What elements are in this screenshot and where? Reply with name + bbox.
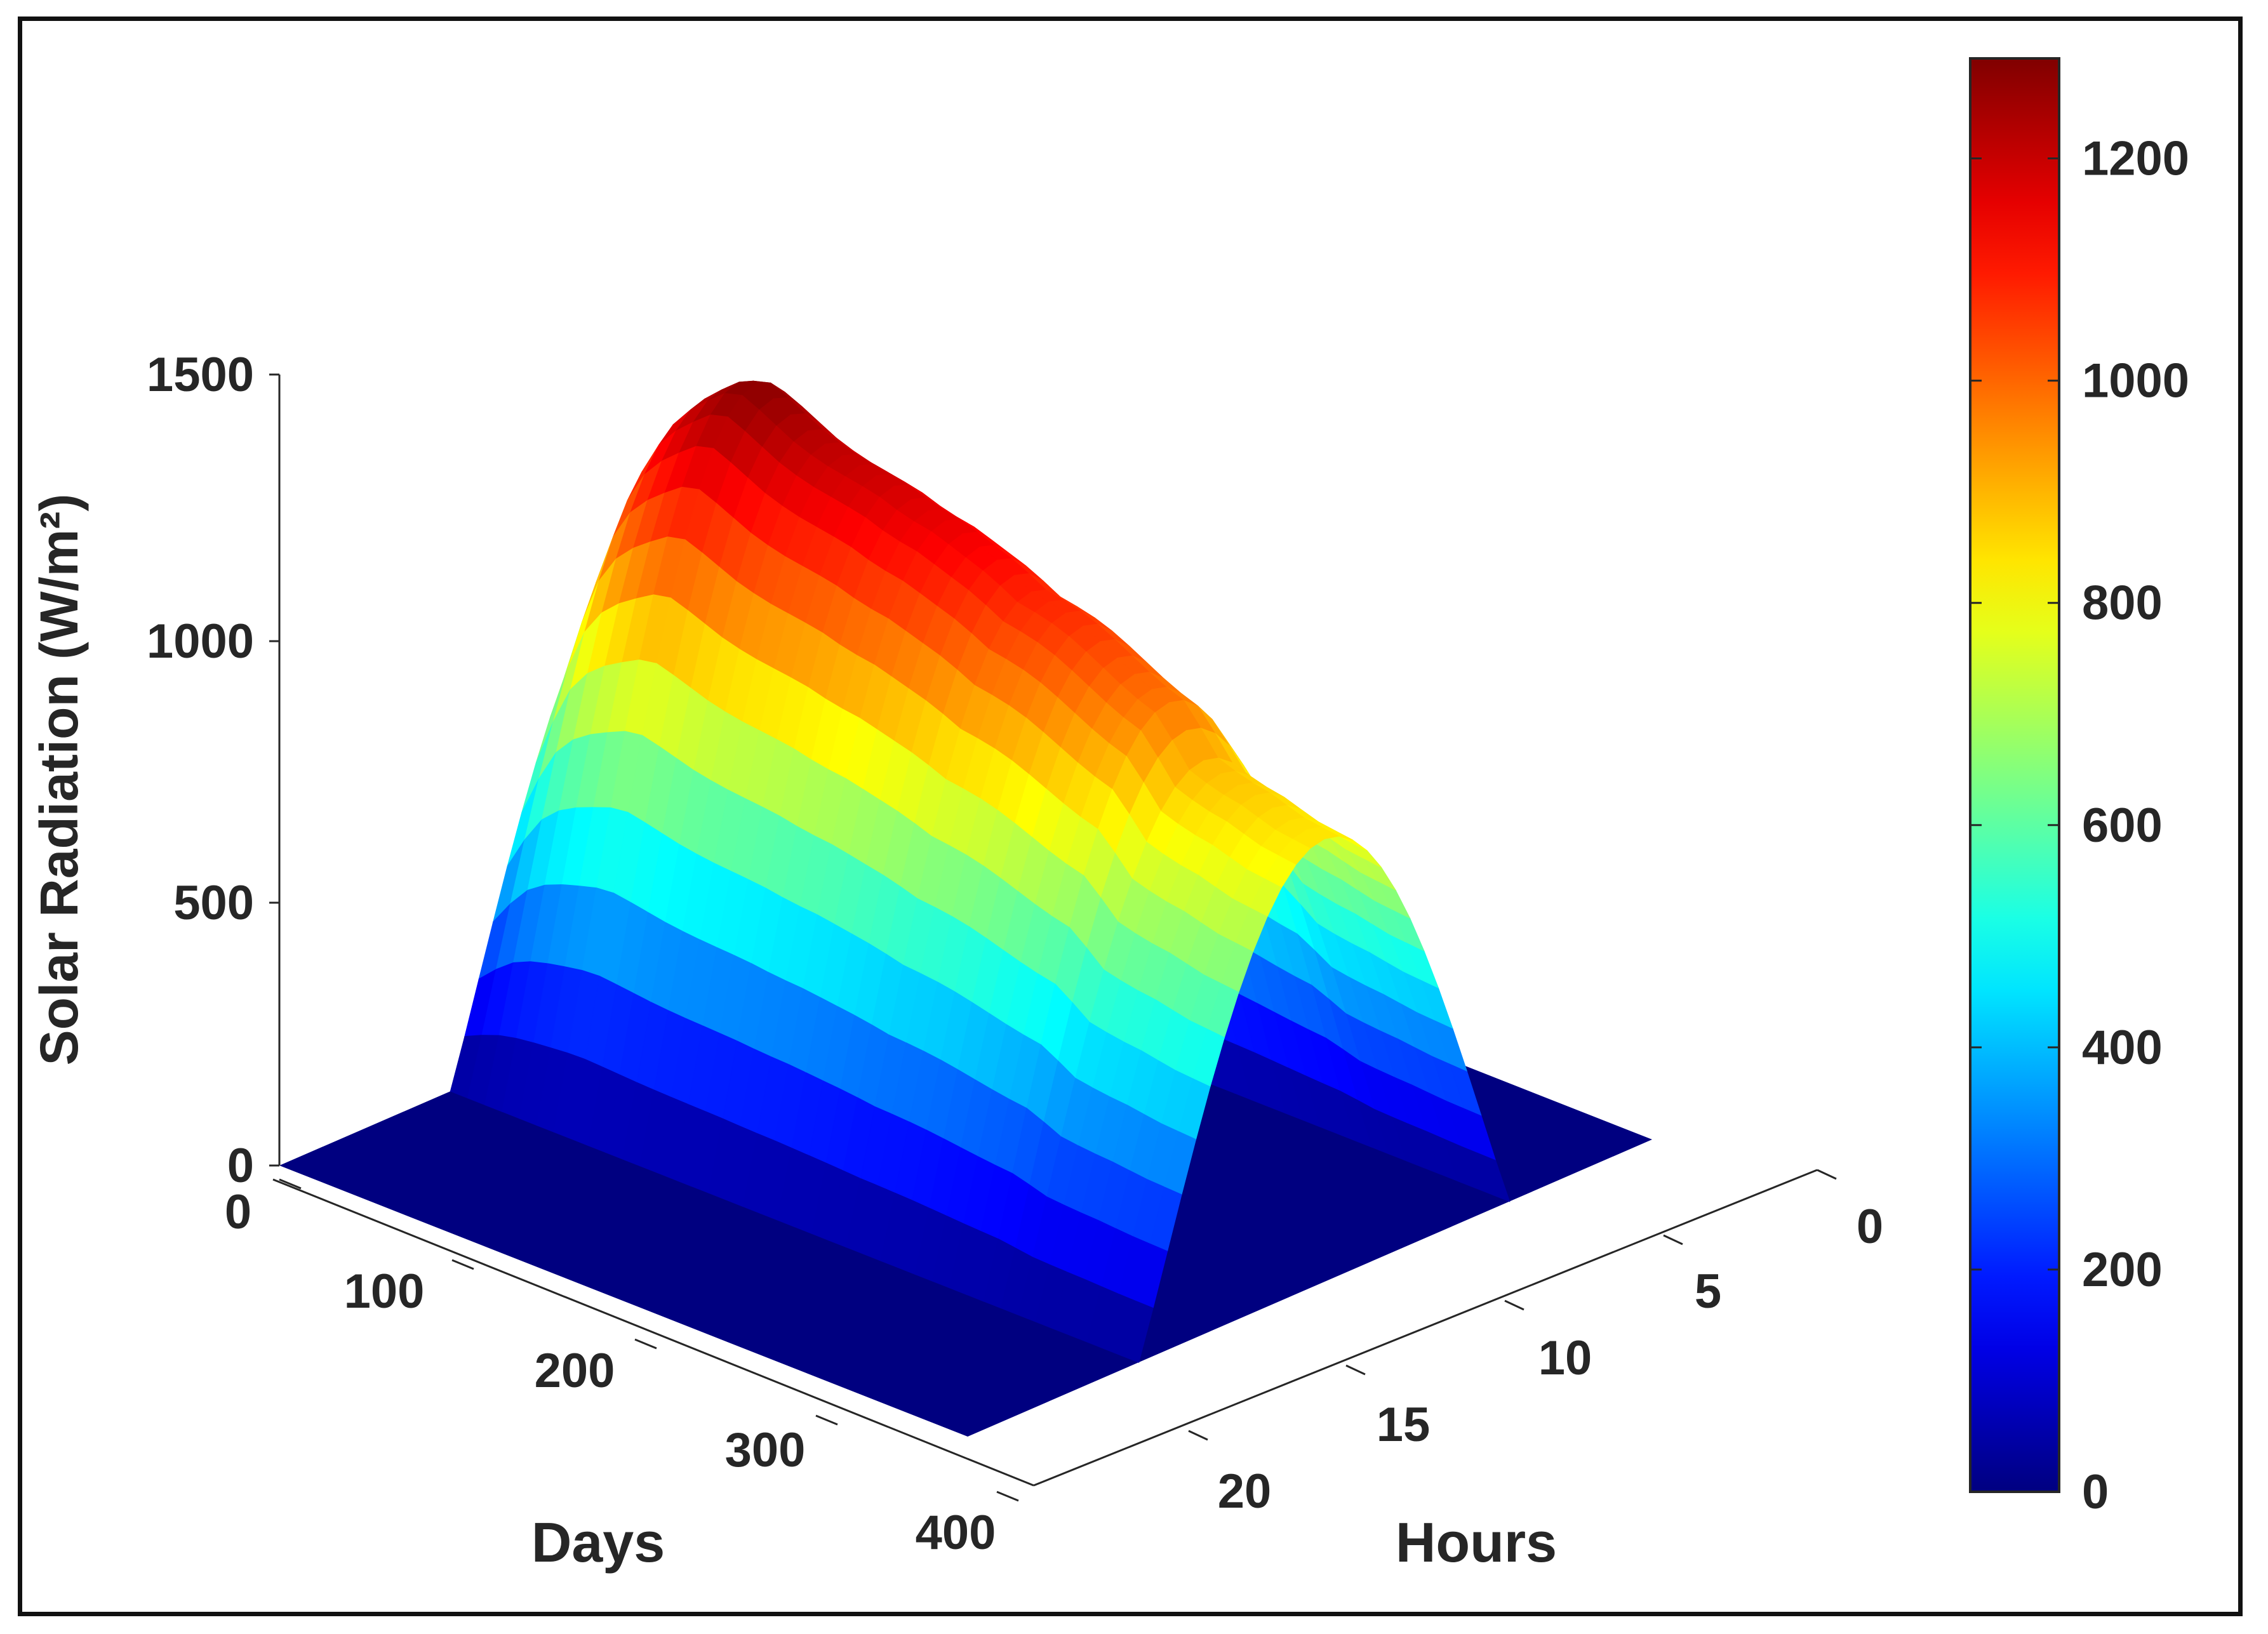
colorbar-tick-label: 600 — [2082, 799, 2163, 853]
axes-layer: 0 500 1000 1500 0 100 200 300 400 0 5 10 15 20 Solar R… — [29, 348, 1883, 1574]
surface-layer — [279, 380, 1653, 1437]
surface-patch — [1121, 1300, 1154, 1363]
days-tick-label: 200 — [535, 1344, 615, 1398]
days-axis-label: Days — [531, 1511, 665, 1574]
colorbar-tick-label: 0 — [2082, 1465, 2109, 1519]
hours-tick-label: 5 — [1695, 1265, 1721, 1318]
hours-tick-mark — [1188, 1430, 1208, 1441]
z-tick-label: 500 — [173, 876, 254, 930]
colorbar: 0 200 400 600 800 1000 1200 — [1969, 57, 2189, 1519]
days-tick-mark — [815, 1414, 838, 1426]
days-tick-label: 100 — [344, 1265, 425, 1318]
days-tick-label: 300 — [725, 1423, 806, 1477]
z-axis-label: Solar Radiation (W/m²) — [29, 494, 89, 1066]
hours-tick-label: 0 — [1857, 1200, 1883, 1254]
hours-axis-line — [1033, 1169, 1818, 1487]
days-axis-line — [272, 1178, 1034, 1487]
hours-tick-mark — [1663, 1234, 1683, 1245]
colorbar-tick-label: 1200 — [2082, 132, 2189, 186]
z-tick-label: 1000 — [147, 614, 254, 668]
colorbar-tick-label: 1000 — [2082, 354, 2189, 408]
colorbar-gradient — [1969, 57, 2060, 1493]
figure-border — [18, 17, 2243, 1616]
hours-tick-mark — [1504, 1299, 1524, 1311]
z-tick-label: 1500 — [147, 348, 254, 402]
hours-tick-label: 15 — [1377, 1398, 1431, 1452]
colorbar-tick-label: 200 — [2082, 1243, 2163, 1297]
z-tick-label: 0 — [227, 1139, 254, 1193]
colorbar-tick-label: 400 — [2082, 1021, 2163, 1075]
colorbar-tick-label: 800 — [2082, 576, 2163, 630]
days-tick-mark — [279, 1178, 302, 1190]
hours-tick-label: 10 — [1538, 1331, 1592, 1385]
hours-tick-mark — [1345, 1364, 1366, 1376]
days-tick-mark — [634, 1338, 657, 1350]
hours-axis-label: Hours — [1396, 1511, 1557, 1574]
days-tick-label: 0 — [225, 1185, 251, 1239]
days-tick-mark — [451, 1259, 474, 1270]
hours-tick-label: 20 — [1218, 1465, 1272, 1518]
hours-tick-mark — [1817, 1169, 1837, 1180]
days-tick-mark — [996, 1491, 1019, 1502]
days-tick-label: 400 — [916, 1506, 996, 1560]
